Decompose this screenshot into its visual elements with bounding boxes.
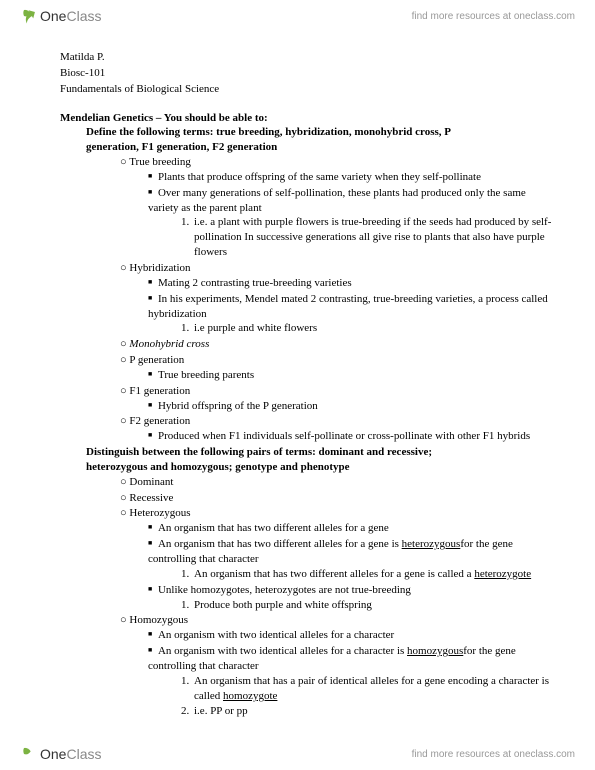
section-title: Mendelian Genetics – You should be able …: [60, 111, 555, 126]
define-terms-1b: generation, F1 generation, F2 generation: [86, 140, 555, 155]
pgen-point: True breeding parents: [148, 368, 555, 383]
footer-logo: OneClass: [20, 746, 101, 762]
header: OneClass find more resources at oneclass…: [0, 0, 595, 32]
item-hybridization: Hybridization Mating 2 contrasting true-…: [120, 261, 555, 336]
hom-sub-1: An organism that has a pair of identical…: [192, 674, 555, 704]
het-sub-1: An organism that has two different allel…: [192, 567, 555, 582]
leaf-icon: [20, 8, 36, 24]
logo-text: OneClass: [40, 8, 101, 24]
het-point-2: An organism that has two different allel…: [148, 537, 555, 582]
item-p-generation: P generation True breeding parents: [120, 353, 555, 383]
logo: OneClass: [20, 8, 101, 24]
item-f1-generation: F1 generation Hybrid offspring of the P …: [120, 384, 555, 414]
het-sub-2: Produce both purple and white offspring: [192, 598, 555, 613]
footer-tagline: find more resources at oneclass.com: [412, 749, 575, 760]
course: Biosc-101: [60, 66, 555, 81]
tb-point-2: Over many generations of self-pollinatio…: [148, 186, 555, 260]
hom-sub-2: i.e. PP or pp: [192, 704, 555, 719]
f2-point: Produced when F1 individuals self-pollin…: [148, 429, 555, 444]
subtitle: Fundamentals of Biological Science: [60, 82, 555, 97]
het-point-1: An organism that has two different allel…: [148, 521, 555, 536]
item-f2-generation: F2 generation Produced when F1 individua…: [120, 414, 555, 444]
leaf-icon: [20, 746, 36, 762]
document-content: Matilda P. Biosc-101 Fundamentals of Bio…: [60, 50, 555, 720]
item-homozygous: Homozygous An organism with two identica…: [120, 613, 555, 719]
define-terms-1a: Define the following terms: true breedin…: [86, 125, 555, 140]
item-true-breeding: True breeding Plants that produce offspr…: [120, 155, 555, 260]
item-heterozygous: Heterozygous An organism that has two di…: [120, 506, 555, 612]
hom-point-2: An organism with two identical alleles f…: [148, 644, 555, 719]
item-recessive: Recessive: [120, 491, 555, 506]
define-terms-2a: Distinguish between the following pairs …: [86, 445, 555, 460]
footer-logo-text: OneClass: [40, 746, 101, 762]
hom-point-1: An organism with two identical alleles f…: [148, 628, 555, 643]
define-terms-2b: heterozygous and homozygous; genotype an…: [86, 460, 555, 475]
item-dominant: Dominant: [120, 475, 555, 490]
f1-point: Hybrid offspring of the P generation: [148, 399, 555, 414]
hy-example: i.e purple and white flowers: [192, 321, 555, 336]
footer: OneClass find more resources at oneclass…: [0, 738, 595, 770]
tb-point-1: Plants that produce offspring of the sam…: [148, 170, 555, 185]
header-tagline: find more resources at oneclass.com: [412, 11, 575, 22]
hy-point-2: In his experiments, Mendel mated 2 contr…: [148, 292, 555, 337]
tb-example: i.e. a plant with purple flowers is true…: [192, 215, 555, 260]
het-point-3: Unlike homozygotes, heterozygotes are no…: [148, 583, 555, 613]
author: Matilda P.: [60, 50, 555, 65]
item-monohybrid: Monohybrid cross: [120, 337, 555, 352]
hy-point-1: Mating 2 contrasting true-breeding varie…: [148, 276, 555, 291]
